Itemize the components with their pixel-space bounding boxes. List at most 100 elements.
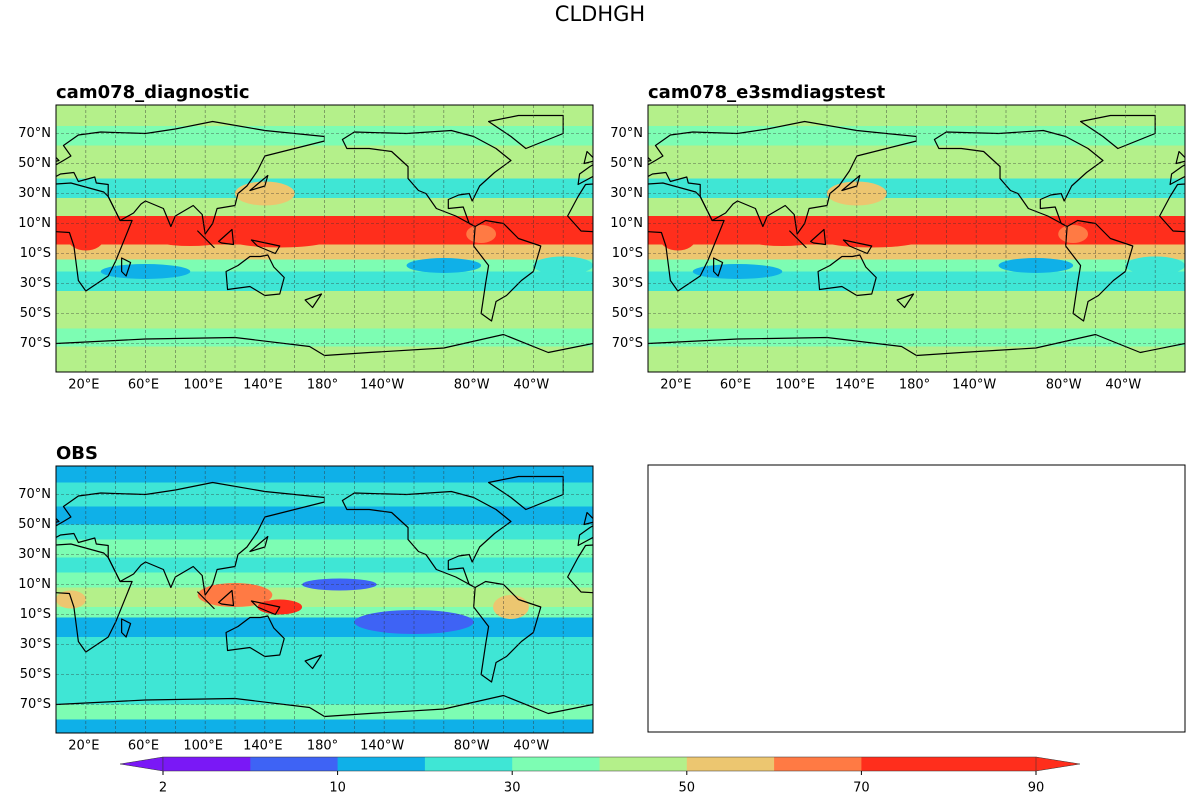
field-band bbox=[324, 244, 593, 260]
lat-tick-label: 50°S bbox=[20, 667, 51, 682]
field-band bbox=[56, 539, 325, 558]
field-band bbox=[324, 105, 593, 126]
lon-tick-label: 140°E bbox=[243, 739, 283, 754]
field-blob bbox=[235, 181, 295, 206]
field-band bbox=[56, 637, 325, 660]
lat-tick-label: 30°S bbox=[612, 276, 643, 291]
lat-tick-label: 50°N bbox=[610, 156, 643, 171]
lat-tick-label: 30°S bbox=[20, 637, 51, 652]
field-band bbox=[56, 291, 325, 329]
lat-tick-label: 30°N bbox=[18, 547, 51, 562]
field-band bbox=[56, 506, 325, 525]
field-blob bbox=[493, 595, 529, 619]
lon-tick-label: 40°W bbox=[513, 739, 549, 754]
field-band bbox=[324, 346, 593, 372]
field-blob bbox=[794, 600, 839, 615]
field-band bbox=[324, 524, 593, 540]
colorbar-tick-label: 90 bbox=[1028, 781, 1045, 796]
colorbar-frame bbox=[162, 756, 1037, 772]
lon-tick-label: 60°E bbox=[128, 378, 159, 393]
colorbar-segment bbox=[337, 757, 426, 771]
field-blob bbox=[737, 225, 827, 246]
lat-tick-label: 10°S bbox=[20, 607, 51, 622]
map-layer bbox=[56, 105, 340, 372]
field-band bbox=[324, 682, 593, 705]
field-band bbox=[324, 126, 593, 146]
lon-tick-label: 180° bbox=[307, 739, 338, 754]
panel-frame bbox=[55, 465, 594, 734]
lat-tick-label: 10°S bbox=[612, 246, 643, 261]
map-layer bbox=[302, 466, 839, 733]
panel-frame bbox=[55, 104, 594, 373]
lat-tick-label: 50°N bbox=[18, 156, 51, 171]
field-band bbox=[916, 216, 1185, 245]
field-band bbox=[324, 145, 593, 164]
lon-tick-label: 40°W bbox=[513, 378, 549, 393]
field-band bbox=[916, 178, 1185, 198]
field-band bbox=[324, 539, 593, 558]
field-blob bbox=[659, 226, 696, 251]
field-band bbox=[916, 346, 1185, 372]
field-band bbox=[56, 572, 325, 588]
field-band bbox=[648, 244, 917, 260]
field-band bbox=[56, 557, 325, 573]
map bbox=[56, 105, 593, 372]
lat-tick-label: 10°S bbox=[20, 246, 51, 261]
colorbar-segment bbox=[686, 757, 775, 771]
field-band bbox=[56, 328, 325, 347]
field-band bbox=[648, 145, 917, 164]
field-band bbox=[56, 617, 325, 637]
field-band bbox=[324, 659, 593, 682]
colorbar-tick-label: 2 bbox=[159, 781, 167, 796]
lat-tick-label: 30°S bbox=[20, 276, 51, 291]
field-band bbox=[56, 719, 325, 733]
field-band bbox=[916, 163, 1185, 179]
field-band bbox=[324, 178, 593, 198]
field-band bbox=[916, 105, 1185, 126]
colorbar-segment bbox=[250, 757, 339, 771]
colorbar-segment bbox=[163, 757, 251, 771]
field-blob bbox=[220, 223, 340, 248]
field-band bbox=[56, 346, 325, 372]
field-band bbox=[56, 659, 325, 682]
field-band bbox=[56, 105, 325, 126]
lon-tick-label: 20°E bbox=[68, 378, 99, 393]
lon-tick-label: 20°E bbox=[660, 378, 691, 393]
field-band bbox=[324, 328, 593, 347]
panel-title: cam078_diagnostic bbox=[56, 82, 250, 103]
colorbar-extend-high bbox=[1035, 756, 1081, 772]
lon-tick-label: 60°E bbox=[128, 739, 159, 754]
field-band bbox=[324, 607, 593, 618]
lat-tick-label: 70°S bbox=[20, 336, 51, 351]
field-blob bbox=[466, 225, 497, 243]
lon-tick-label: 80°W bbox=[454, 378, 490, 393]
colorbar-tick-label: 70 bbox=[853, 781, 870, 796]
field-band bbox=[56, 163, 325, 179]
field-band bbox=[56, 524, 325, 540]
lon-tick-label: 20°E bbox=[68, 739, 99, 754]
field-band bbox=[324, 637, 593, 660]
lat-tick-label: 30°N bbox=[610, 186, 643, 201]
lon-tick-label: 180° bbox=[307, 378, 338, 393]
lon-tick-label: 80°W bbox=[454, 739, 490, 754]
field-band bbox=[916, 198, 1185, 216]
field-band bbox=[648, 291, 917, 329]
field-band bbox=[56, 682, 325, 705]
field-blob bbox=[812, 223, 932, 248]
lon-tick-label: 140°W bbox=[952, 378, 996, 393]
field-band bbox=[56, 607, 325, 618]
field-blob bbox=[593, 591, 623, 609]
lon-tick-label: 140°E bbox=[835, 378, 875, 393]
lat-tick-label: 50°S bbox=[20, 306, 51, 321]
field-blob bbox=[1058, 225, 1089, 243]
field-band bbox=[56, 704, 325, 720]
field-band bbox=[648, 126, 917, 146]
map-layer bbox=[648, 105, 932, 372]
colorbar-segment bbox=[861, 757, 950, 771]
lat-tick-label: 70°N bbox=[18, 487, 51, 502]
field-band bbox=[648, 328, 917, 347]
field-band bbox=[324, 572, 593, 588]
colorbar-segment bbox=[948, 757, 1037, 771]
lon-tick-label: 100°E bbox=[183, 378, 223, 393]
